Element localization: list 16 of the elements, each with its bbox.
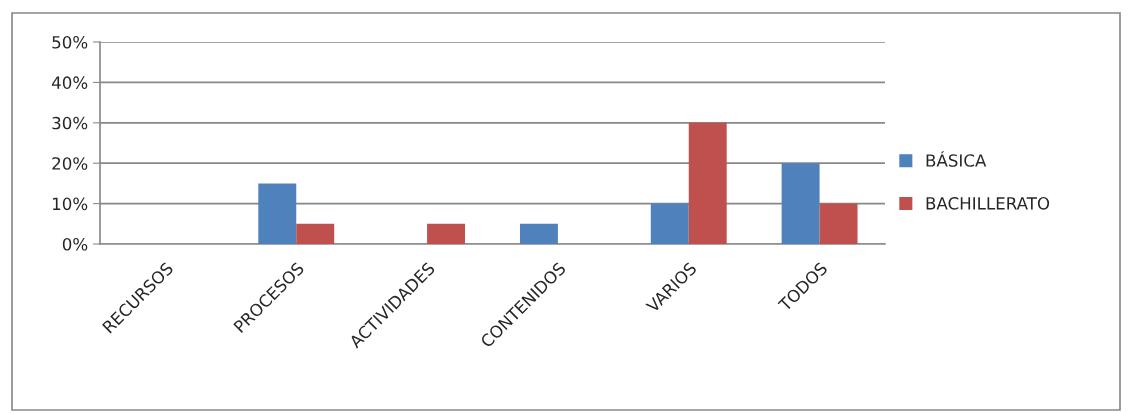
- bar: [688, 122, 727, 244]
- legend-label: BACHILLERATO: [926, 197, 1050, 210]
- bar: [519, 223, 558, 244]
- bar: [258, 183, 297, 244]
- bar: [650, 203, 689, 244]
- legend-label: BÁSICA: [926, 151, 987, 167]
- bar: [819, 203, 858, 244]
- y-tick-label: 20%: [52, 157, 88, 170]
- bar: [427, 223, 466, 244]
- bar: [296, 223, 335, 244]
- y-tick-label: 40%: [51, 76, 88, 89]
- y-tick-label: 0%: [62, 237, 88, 251]
- y-tick-label: 30%: [52, 116, 88, 130]
- y-tick-label: 50%: [52, 35, 88, 49]
- y-tick-label: 10%: [52, 197, 88, 211]
- bar: [781, 163, 820, 244]
